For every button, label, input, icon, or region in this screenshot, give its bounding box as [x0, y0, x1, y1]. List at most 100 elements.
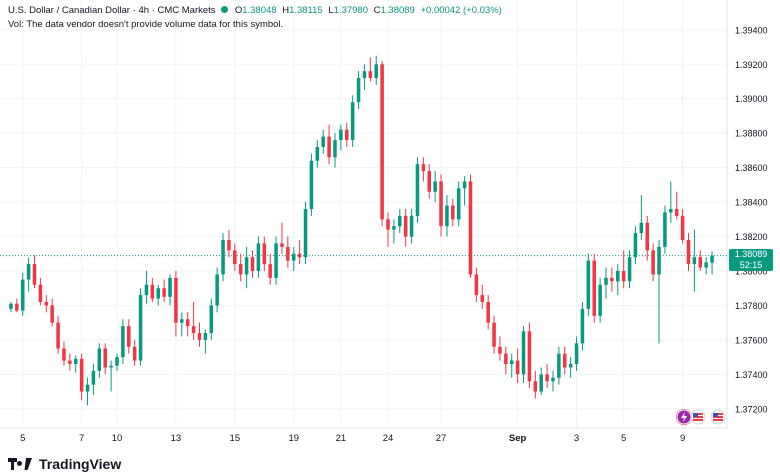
candle-body	[227, 239, 231, 251]
candle-body	[127, 326, 131, 347]
candle	[268, 253, 272, 285]
candle-body	[427, 171, 432, 192]
candle	[604, 267, 608, 299]
candle	[303, 202, 308, 265]
candle-body	[180, 319, 184, 323]
y-tick-label: 1.38400	[735, 198, 768, 208]
candle	[50, 298, 54, 327]
candle	[462, 176, 467, 206]
candle	[598, 277, 602, 323]
candle	[327, 124, 331, 165]
candle-body	[704, 262, 708, 268]
candle-body	[539, 374, 543, 392]
candle	[203, 329, 208, 354]
candle	[238, 253, 243, 282]
candle-body	[280, 243, 284, 247]
x-tick-label: 5	[621, 433, 626, 444]
time-axis[interactable]: 5 7 10 13 15 19 21 24 27 Sep 3 5 9	[20, 433, 685, 444]
candle-body	[421, 164, 426, 172]
candle-body	[445, 205, 449, 227]
candle	[574, 336, 579, 371]
x-tick-label: 9	[680, 433, 685, 444]
candle	[568, 357, 573, 378]
candle-body	[174, 277, 178, 323]
candle-body	[474, 274, 479, 296]
candle-body	[527, 331, 532, 382]
candle	[297, 239, 302, 265]
candle-body	[26, 264, 31, 280]
candle	[368, 57, 373, 82]
chart-grid	[0, 0, 727, 428]
candle-body	[44, 301, 49, 306]
candle-body	[545, 374, 549, 382]
candle-body	[486, 301, 490, 323]
y-tick-label: 1.39400	[735, 25, 768, 35]
candle-body	[9, 303, 13, 309]
candle	[79, 353, 84, 401]
candle-body	[238, 264, 243, 275]
candle	[415, 157, 420, 223]
candle	[692, 229, 697, 292]
flag-icon[interactable]	[710, 409, 726, 425]
symbol-header: U.S. Dollar / Canadian Dollar · 4h · CMC…	[8, 5, 502, 16]
candle-body	[68, 360, 72, 364]
candle-body	[686, 239, 691, 265]
candle-body	[627, 257, 632, 282]
candle-body	[327, 136, 331, 158]
candle-body	[374, 64, 378, 79]
interval[interactable]: 4h	[138, 5, 150, 16]
candle	[545, 363, 549, 389]
candle-body	[38, 284, 43, 302]
candle	[345, 122, 349, 147]
candle	[439, 174, 443, 237]
candle	[162, 279, 166, 302]
tradingview-logo[interactable]: TradingView	[8, 456, 121, 472]
y-tick-label: 1.38200	[735, 232, 768, 242]
candle	[651, 243, 655, 282]
price-axis[interactable]: 1.39400 1.39200 1.39000 1.38800 1.38600 1.384…	[735, 25, 768, 414]
candle	[633, 226, 638, 265]
candle-body	[244, 257, 249, 275]
candle	[580, 301, 585, 351]
tradingview-logo-text: TradingView	[39, 456, 122, 472]
change-value: +0.00042 (+0.03%)	[420, 5, 502, 16]
candle-body	[221, 239, 225, 275]
candle	[339, 124, 343, 151]
candle-body	[286, 246, 290, 261]
candle	[56, 315, 60, 354]
candle-body	[433, 181, 437, 192]
candle	[504, 346, 508, 375]
candle	[639, 195, 644, 240]
current-price-tag: 1.38089 52:15	[729, 248, 773, 271]
lightning-icon[interactable]	[676, 409, 692, 425]
x-tick-label: 24	[383, 433, 394, 444]
candle	[710, 251, 714, 275]
candle-body	[557, 353, 561, 378]
candle-body	[403, 215, 408, 237]
candle	[97, 343, 102, 378]
flag-icon[interactable]	[690, 409, 706, 425]
candle	[115, 353, 119, 371]
candle-body	[233, 250, 237, 265]
candle	[398, 208, 402, 234]
candle-body	[144, 284, 149, 296]
candle	[610, 267, 614, 292]
candle	[403, 208, 408, 247]
candle	[209, 298, 214, 340]
candle-body	[392, 226, 396, 230]
candle-body	[610, 277, 614, 282]
candle-body	[345, 129, 349, 141]
candle	[586, 253, 591, 316]
candle-body	[480, 295, 485, 302]
candle-body	[633, 233, 638, 258]
candle-body	[680, 215, 685, 240]
candle-body	[621, 270, 626, 282]
symbol-name[interactable]: U.S. Dollar / Canadian Dollar	[8, 5, 130, 16]
candle	[150, 277, 155, 302]
candle	[121, 319, 125, 364]
candle	[392, 219, 396, 244]
candle	[674, 191, 679, 220]
candle	[686, 233, 691, 271]
x-tick-label: 10	[112, 433, 123, 444]
